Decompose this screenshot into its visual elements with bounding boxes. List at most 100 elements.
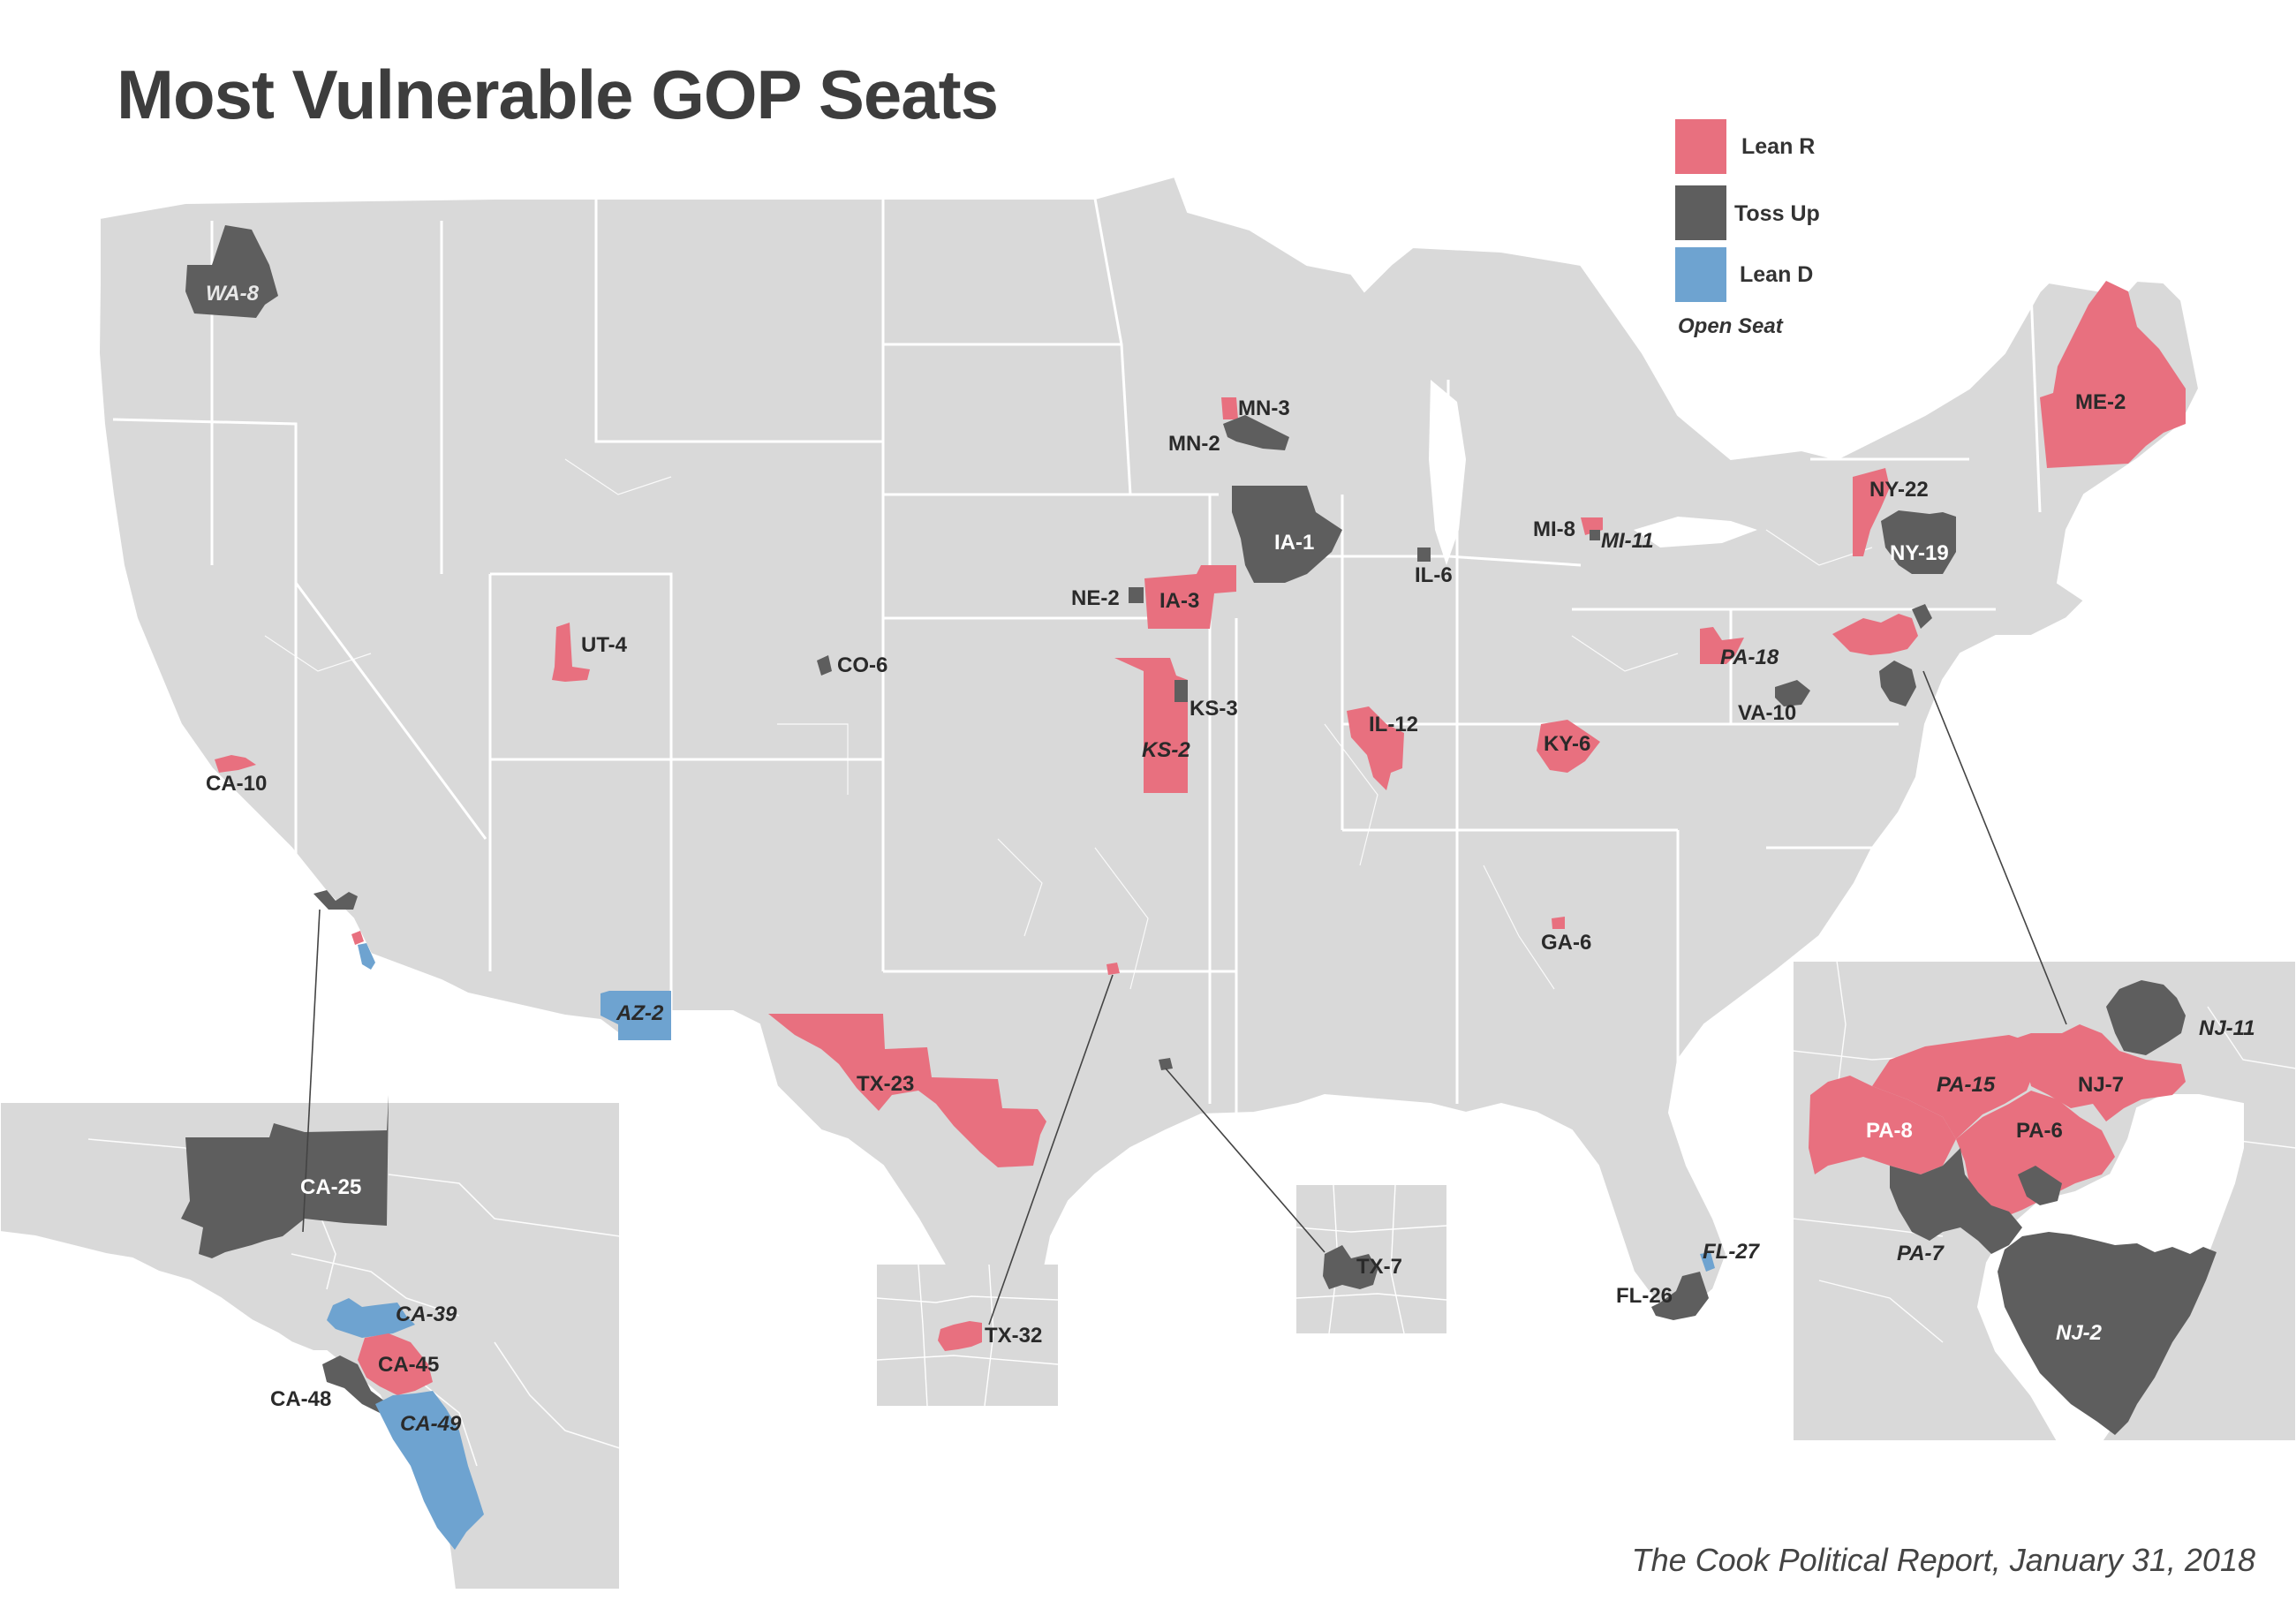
inset-dallas — [876, 1264, 1059, 1407]
label-il-12: IL-12 — [1369, 713, 1418, 736]
district-labels: WA-8 MN-3 MN-2 IA-1 NE-2 IA-3 UT-4 CO-6 … — [206, 282, 2255, 1436]
label-nj-2: NJ-2 — [2056, 1321, 2103, 1345]
district-co-6 — [817, 655, 832, 676]
district-ne-2 — [1129, 587, 1144, 603]
label-mi-8: MI-8 — [1533, 517, 1575, 541]
label-ia-1: IA-1 — [1274, 531, 1314, 555]
inset-southern-california — [0, 1095, 621, 1590]
district-ks-3 — [1174, 680, 1188, 702]
district-mi-11 — [1590, 530, 1600, 540]
district-tx-23 — [768, 1014, 1046, 1167]
label-ca-25: CA-25 — [300, 1175, 361, 1199]
district-wa-8 — [185, 225, 278, 318]
district-ca-39 — [327, 1298, 415, 1338]
label-pa-18: PA-18 — [1720, 646, 1779, 669]
district-ia-1 — [1232, 486, 1342, 583]
label-ky-6: KY-6 — [1544, 732, 1590, 756]
label-ca-49: CA-49 — [400, 1412, 462, 1436]
district-ia-3 — [1144, 565, 1236, 629]
label-ca-48: CA-48 — [270, 1387, 331, 1411]
source-credit: The Cook Political Report, January 31, 2… — [1631, 1542, 2255, 1578]
lake-erie — [1634, 517, 1757, 547]
label-ca-45: CA-45 — [378, 1353, 439, 1377]
district-ga-6 — [1552, 917, 1565, 929]
callout-lines — [302, 670, 2067, 1325]
district-ca-south-red — [351, 931, 364, 945]
district-pa-6 — [1956, 1091, 2115, 1219]
district-ca-49 — [375, 1391, 484, 1550]
label-ca-39: CA-39 — [396, 1303, 457, 1326]
label-ga-6: GA-6 — [1541, 931, 1591, 955]
district-nj-2 — [1998, 1232, 2217, 1435]
district-ks-2 — [1114, 658, 1188, 793]
label-fl-27: FL-27 — [1703, 1240, 1761, 1264]
label-fl-26: FL-26 — [1616, 1284, 1673, 1308]
label-az-2: AZ-2 — [616, 1001, 664, 1025]
legend-label-open-seat: Open Seat — [1678, 314, 1783, 338]
district-mn-2 — [1223, 415, 1289, 450]
inset-houston — [1295, 1184, 1447, 1334]
label-tx-7: TX-7 — [1356, 1255, 1402, 1279]
label-nj-7: NJ-7 — [2078, 1073, 2124, 1097]
district-pa-18 — [1700, 627, 1744, 664]
legend-swatch-lean-d — [1675, 247, 1726, 302]
district-mn-3 — [1221, 397, 1238, 419]
label-co-6: CO-6 — [837, 653, 887, 677]
district-ca-south-blue — [358, 943, 375, 970]
legend-swatch-lean-r — [1675, 119, 1726, 174]
district-ca-45 — [358, 1333, 433, 1395]
district-nj-11-mini — [1912, 604, 1932, 629]
label-ne-2: NE-2 — [1071, 586, 1120, 610]
district-az-2 — [600, 991, 671, 1040]
district-fl-26 — [1651, 1272, 1709, 1320]
label-pa-7: PA-7 — [1897, 1242, 1945, 1265]
label-ca-10: CA-10 — [206, 772, 267, 796]
district-ca-25 — [181, 1095, 389, 1258]
label-pa-8: PA-8 — [1866, 1119, 1913, 1143]
label-il-6: IL-6 — [1415, 563, 1453, 587]
district-pa-east-cluster — [1832, 614, 1918, 655]
district-nj-11 — [2106, 980, 2186, 1055]
district-ky-6 — [1537, 720, 1600, 773]
label-pa-6: PA-6 — [2016, 1119, 2063, 1143]
legend-swatch-toss-up — [1675, 185, 1726, 240]
label-mn-3: MN-3 — [1238, 396, 1290, 420]
district-ca-south-group — [313, 890, 358, 910]
legend-label-lean-d: Lean D — [1740, 262, 1814, 287]
label-nj-11: NJ-11 — [2199, 1016, 2255, 1040]
label-ut-4: UT-4 — [581, 633, 628, 657]
label-ks-3: KS-3 — [1190, 697, 1238, 721]
district-pa-7-east — [2018, 1166, 2062, 1205]
label-ny-19: NY-19 — [1890, 541, 1949, 565]
lake-michigan — [1429, 380, 1466, 565]
district-me-2 — [2040, 281, 2186, 468]
label-tx-23: TX-23 — [857, 1072, 914, 1096]
district-nj-7 — [2005, 1024, 2186, 1121]
label-va-10: VA-10 — [1738, 701, 1796, 725]
district-nj-2-mini — [1879, 661, 1916, 706]
district-ny-22 — [1853, 468, 1890, 556]
district-pa-15 — [1872, 1035, 2035, 1139]
district-ny-19 — [1881, 510, 1956, 574]
legend-label-toss-up: Toss Up — [1734, 201, 1820, 226]
district-ut-4 — [552, 623, 590, 682]
district-tx-7-mini — [1159, 1058, 1173, 1070]
district-ca-48 — [322, 1355, 389, 1413]
district-pa-8 — [1809, 1076, 1956, 1174]
district-va-10 — [1775, 680, 1810, 706]
label-wa-8: WA-8 — [206, 282, 260, 306]
district-tx-32-mini — [1106, 963, 1120, 975]
state-borders — [112, 198, 2042, 1113]
district-fl-27 — [1700, 1252, 1715, 1272]
label-ks-2: KS-2 — [1142, 738, 1190, 762]
district-il-12 — [1347, 706, 1404, 790]
district-ca-10 — [215, 755, 256, 773]
label-mn-2: MN-2 — [1168, 432, 1220, 456]
legend-label-lean-r: Lean R — [1741, 134, 1816, 159]
page-title: Most Vulnerable GOP Seats — [117, 56, 999, 133]
label-pa-15: PA-15 — [1937, 1073, 1996, 1097]
label-mi-11: MI-11 — [1601, 529, 1654, 553]
label-ny-22: NY-22 — [1869, 478, 1929, 502]
